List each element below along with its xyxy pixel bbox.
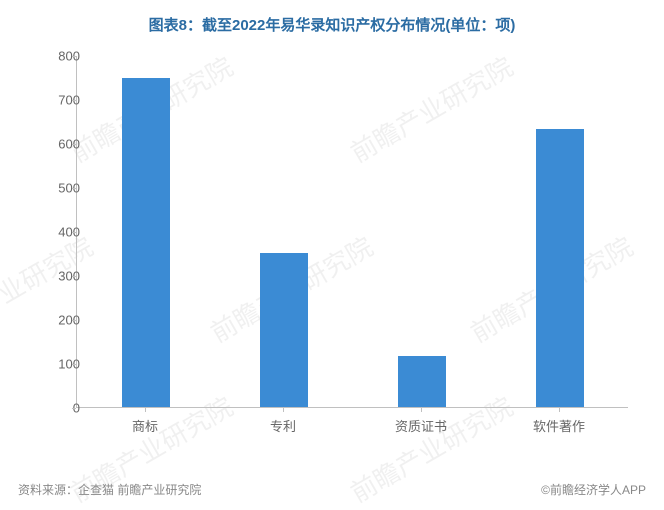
bar (260, 253, 308, 407)
y-tick-mark (72, 276, 76, 277)
y-tick-mark (72, 408, 76, 409)
y-tick-mark (72, 144, 76, 145)
x-tick-mark (559, 408, 560, 412)
x-tick-mark (283, 408, 284, 412)
y-tick-mark (72, 232, 76, 233)
chart-container: 0100200300400500600700800商标专利资质证书软件著作 (28, 46, 638, 448)
x-tick-label: 商标 (132, 416, 158, 435)
chart-footer: 资料来源：企查猫 前瞻产业研究院 ©前瞻经济学人APP (18, 481, 646, 498)
x-tick-label: 资质证书 (395, 416, 447, 435)
plot-area (76, 56, 628, 408)
y-tick-mark (72, 188, 76, 189)
x-tick-label: 软件著作 (533, 416, 585, 435)
x-tick-mark (145, 408, 146, 412)
x-tick-mark (421, 408, 422, 412)
bar (536, 129, 584, 407)
y-tick-mark (72, 56, 76, 57)
copyright-label: ©前瞻经济学人APP (541, 481, 646, 498)
y-tick-mark (72, 320, 76, 321)
y-tick-mark (72, 364, 76, 365)
x-tick-label: 专利 (270, 416, 296, 435)
bar (398, 356, 446, 407)
bar (122, 78, 170, 407)
source-label: 资料来源：企查猫 前瞻产业研究院 (18, 481, 201, 498)
y-tick-mark (72, 100, 76, 101)
chart-title: 图表8：截至2022年易华录知识产权分布情况(单位：项) (0, 0, 664, 35)
